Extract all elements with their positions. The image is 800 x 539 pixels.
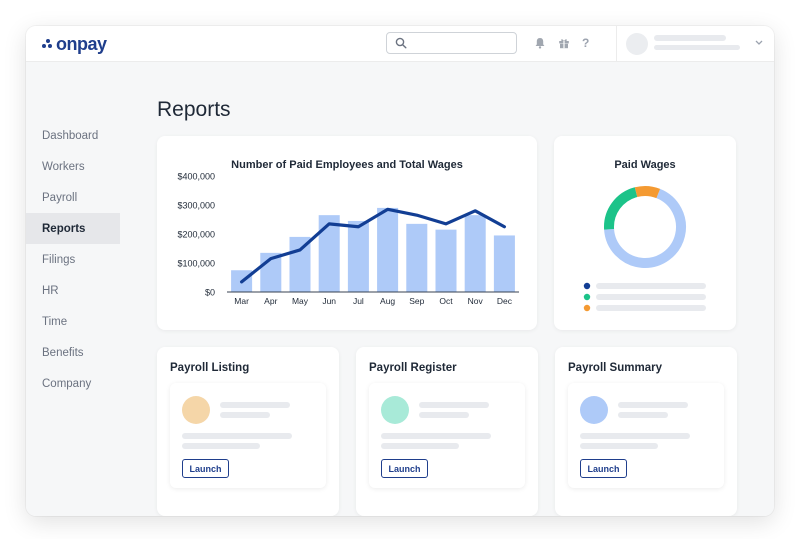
launch-button[interactable]: Launch	[580, 459, 627, 478]
skeleton-line	[220, 412, 270, 418]
skeleton-line	[220, 402, 290, 408]
x-tick-label: Apr	[264, 296, 277, 306]
sidebar-item-dashboard[interactable]: Dashboard	[42, 129, 99, 142]
sidebar-item-time[interactable]: Time	[42, 315, 68, 328]
employees-wages-chart-card: Number of Paid Employees and Total Wages…	[157, 136, 537, 330]
series-line	[239, 207, 506, 284]
donut-slice-2	[634, 186, 661, 199]
card-title: Payroll Register	[369, 362, 457, 374]
donut-slice-0	[604, 188, 686, 268]
legend-swatch	[583, 304, 591, 312]
bar-sep	[406, 223, 428, 292]
help-icon[interactable]: ?	[582, 36, 590, 50]
x-tick-label: Jun	[322, 296, 336, 306]
page-title: Reports	[157, 98, 231, 121]
logo[interactable]: onpay	[42, 34, 107, 54]
legend-label-placeholder	[596, 294, 706, 300]
card-title: Payroll Summary	[568, 362, 662, 374]
skeleton-line	[580, 433, 690, 439]
report-preview: Launch	[369, 383, 525, 488]
search-input[interactable]	[386, 32, 517, 54]
sidebar-item-payroll[interactable]: Payroll	[42, 191, 78, 204]
y-tick-label: $100,000	[177, 259, 215, 269]
skeleton-line	[182, 443, 260, 449]
x-tick-label: May	[292, 296, 309, 306]
skeleton-line	[381, 443, 459, 449]
report-avatar	[182, 396, 210, 424]
chevron-down-icon	[755, 40, 763, 45]
sidebar-item-workers[interactable]: Workers	[42, 160, 85, 173]
report-avatar	[381, 396, 409, 424]
y-tick-label: $300,000	[177, 201, 215, 211]
bar-jul	[347, 220, 369, 292]
y-tick-label: $200,000	[177, 230, 215, 240]
y-tick-label: $0	[205, 288, 215, 298]
bar-dec	[493, 235, 515, 292]
paid-wages-chart-card: Paid Wages	[554, 136, 736, 330]
donut-slice-1	[604, 187, 638, 230]
report-avatar	[580, 396, 608, 424]
payroll-summary-card: Payroll Summary Launch	[555, 347, 737, 516]
logo-text: onpay	[56, 33, 107, 54]
sidebar-item-company[interactable]: Company	[42, 377, 92, 390]
bell-icon[interactable]	[533, 36, 547, 50]
x-tick-label: Dec	[497, 296, 513, 306]
x-tick-label: Aug	[380, 296, 395, 306]
sidebar-item-filings[interactable]: Filings	[42, 253, 76, 266]
skeleton-line	[618, 412, 668, 418]
sidebar-item-benefits[interactable]: Benefits	[42, 346, 84, 359]
app-window: onpay ? Dashboar	[26, 26, 774, 516]
legend-label-placeholder	[596, 305, 706, 311]
paid-wages-chart: Paid Wages	[583, 159, 706, 312]
card-title: Payroll Listing	[170, 362, 250, 374]
top-bar: onpay ?	[26, 26, 774, 62]
sidebar-item-hr[interactable]: HR	[42, 284, 59, 297]
search-icon	[395, 37, 407, 49]
gift-icon[interactable]	[557, 36, 571, 50]
skeleton-line	[419, 402, 489, 408]
launch-button[interactable]: Launch	[182, 459, 229, 478]
logo-icon	[42, 39, 53, 49]
main-content: Reports Number of Paid Employees and Tot…	[120, 62, 774, 516]
skeleton-line	[618, 402, 688, 408]
bar-jun	[318, 215, 340, 292]
y-tick-label: $400,000	[177, 172, 215, 182]
legend-swatch	[583, 293, 591, 301]
sidebar-item-reports[interactable]: Reports	[26, 213, 120, 244]
bar-oct	[435, 229, 457, 292]
skeleton-line	[580, 443, 658, 449]
x-tick-label: Oct	[439, 296, 453, 306]
chart-title: Number of Paid Employees and Total Wages	[231, 159, 463, 171]
skeleton-line	[419, 412, 469, 418]
legend-label-placeholder	[596, 283, 706, 289]
launch-button[interactable]: Launch	[381, 459, 428, 478]
bar-aug	[377, 207, 399, 292]
employees-wages-chart: Number of Paid Employees and Total Wages…	[177, 159, 519, 306]
payroll-register-card: Payroll Register Launch	[356, 347, 538, 516]
sidebar: Dashboard Workers Payroll Reports Filing…	[26, 62, 120, 516]
report-preview: Launch	[170, 383, 326, 488]
x-tick-label: Nov	[468, 296, 484, 306]
report-preview: Launch	[568, 383, 724, 488]
x-tick-label: Mar	[234, 296, 249, 306]
x-tick-label: Jul	[353, 296, 364, 306]
avatar	[626, 33, 648, 55]
legend-swatch	[583, 282, 591, 290]
user-name-placeholder	[654, 35, 726, 41]
payroll-listing-card: Payroll Listing Launch	[157, 347, 339, 516]
skeleton-line	[381, 433, 491, 439]
user-company-placeholder	[654, 45, 740, 50]
x-tick-label: Sep	[409, 296, 424, 306]
skeleton-line	[182, 433, 292, 439]
user-menu[interactable]	[616, 26, 774, 62]
donut-title: Paid Wages	[614, 159, 675, 171]
bar-nov	[464, 215, 486, 292]
